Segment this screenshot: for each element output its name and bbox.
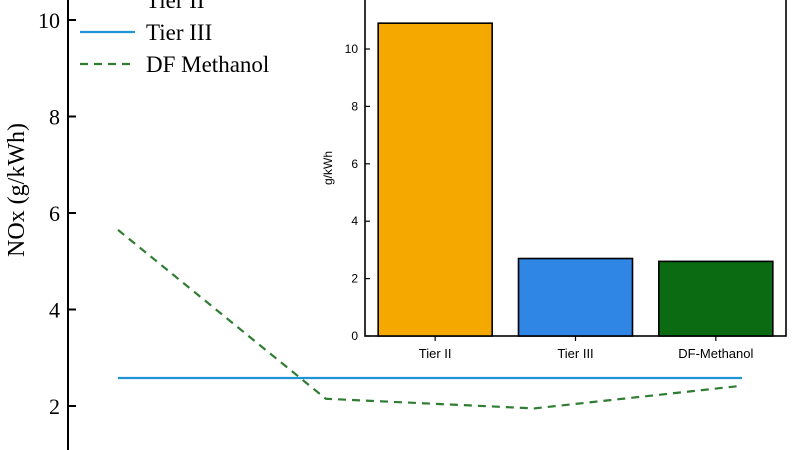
series-line-df-methanol: [117, 229, 743, 410]
y-tick-label: 4: [49, 298, 60, 323]
y-axis-label: NOx (g/kWh): [4, 123, 30, 257]
inset-bar-chart: 0 2 4 6 8 10 g/kWh Tier II Tier III DF-Methanol: [321, 0, 787, 361]
bar-df-methanol: [658, 260, 774, 337]
y-tick-label: 2: [49, 394, 60, 419]
legend: Tier II Tier III DF Methanol: [80, 0, 269, 77]
inset-x-tick-label: Tier II: [419, 346, 452, 361]
y-tick-label: 10: [38, 8, 60, 33]
inset-y-tick-label: 2: [351, 272, 358, 286]
legend-label-tier-iii: Tier III: [146, 20, 212, 45]
inset-y-tick-label: 6: [351, 157, 358, 171]
inset-y-tick-label: 8: [351, 99, 358, 113]
inset-x-tick-label: DF-Methanol: [678, 346, 753, 361]
inset-y-tick-label: 0: [351, 329, 358, 343]
bar-tier-iii: [517, 257, 634, 337]
bar-tier-ii: [377, 22, 493, 337]
main-line-chart: 2 4 6 8 10 NOx (g/kWh): [4, 0, 743, 450]
legend-label-df-methanol: DF Methanol: [146, 52, 269, 77]
y-tick-label: 8: [49, 105, 60, 130]
inset-y-tick-label: 4: [351, 214, 358, 228]
inset-x-tick-label: Tier III: [557, 346, 593, 361]
inset-y-tick-label: 10: [345, 42, 359, 56]
y-tick-label: 6: [49, 201, 60, 226]
inset-y-axis-label: g/kWh: [321, 151, 335, 185]
legend-label-tier-ii: Tier II: [146, 0, 205, 13]
